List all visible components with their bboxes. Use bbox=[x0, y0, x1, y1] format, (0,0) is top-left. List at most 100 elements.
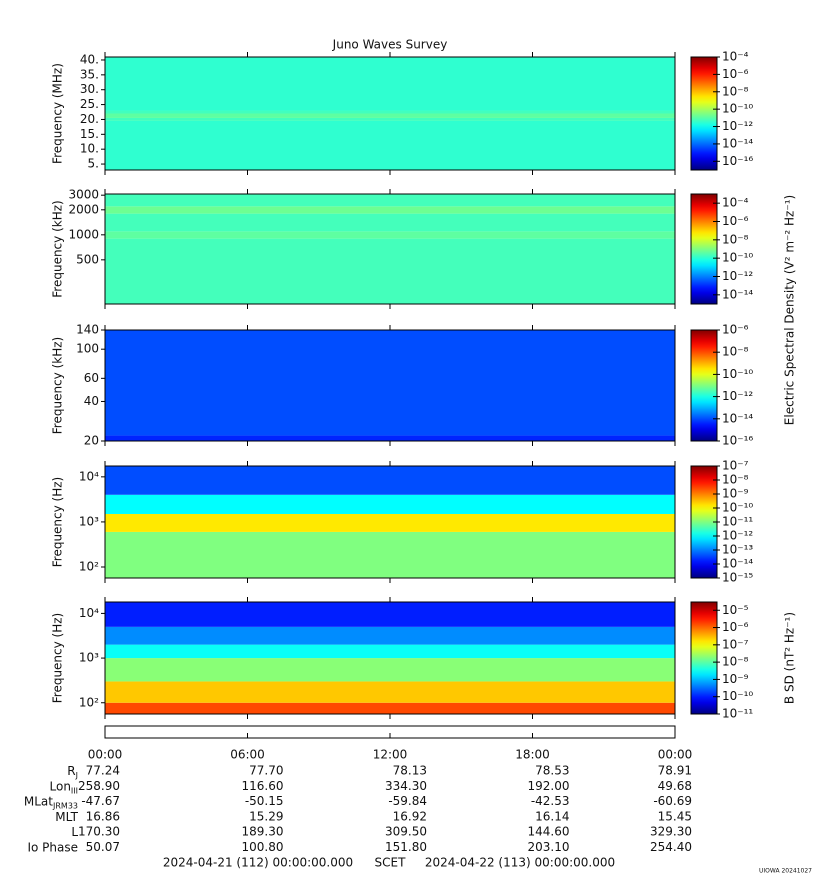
colorbar-tick-label: 10⁻¹⁵ bbox=[722, 571, 753, 585]
ephemeris-label: MLT bbox=[55, 809, 78, 823]
colorbar-tick-label: 10⁻⁶ bbox=[722, 620, 749, 634]
spectrogram-band bbox=[105, 330, 675, 436]
colorbar-label: B SD (nT² Hz⁻¹) bbox=[783, 612, 797, 704]
spectrogram-band bbox=[105, 110, 675, 114]
ephemeris-value: 309.50 bbox=[385, 825, 427, 839]
colorbar-tick-label: 10⁻¹² bbox=[722, 119, 753, 133]
colorbar-tick-label: 10⁻¹⁶ bbox=[722, 434, 753, 448]
spectrogram-band bbox=[105, 466, 675, 495]
y-tick-label: 500 bbox=[76, 252, 99, 266]
colorbar-tick-label: 10⁻¹² bbox=[722, 529, 753, 543]
y-axis-label: Frequency (MHz) bbox=[51, 63, 65, 164]
ephemeris-label-main: MLat bbox=[24, 794, 53, 808]
ephemeris-value: 16.14 bbox=[535, 809, 569, 823]
spectrogram-band bbox=[105, 213, 675, 232]
spectrogram-band bbox=[105, 206, 675, 214]
colorbar-tick-label: 10⁻¹⁰ bbox=[722, 367, 753, 381]
ephemeris-label-sub: J bbox=[75, 771, 78, 780]
y-tick-label: 25. bbox=[80, 97, 99, 111]
colorbar-tick-label: 10⁻¹⁰ bbox=[722, 689, 753, 703]
spectrogram-band bbox=[105, 658, 675, 682]
ephemeris-label-main: MLT bbox=[55, 809, 78, 823]
colorbar-tick-label: 10⁻⁹ bbox=[722, 672, 749, 686]
y-tick-label: 10⁴ bbox=[79, 469, 99, 483]
spectrogram-band bbox=[105, 120, 675, 170]
colorbar bbox=[690, 56, 718, 171]
ephemeris-value: 334.30 bbox=[385, 779, 427, 793]
y-tick-label: 35. bbox=[80, 67, 99, 81]
ephemeris-value: 144.60 bbox=[528, 825, 570, 839]
colorbar-tick-label: 10⁻¹¹ bbox=[722, 515, 753, 529]
ephemeris-label-main: R bbox=[67, 764, 75, 778]
y-tick-label: 2000 bbox=[68, 202, 99, 216]
footer-start: 2024-04-21 (112) 00:00:00.000 bbox=[163, 856, 353, 870]
spectrogram-band bbox=[105, 513, 675, 532]
footer-end: 2024-04-22 (113) 00:00:00.000 bbox=[425, 856, 615, 870]
colorbar-tick-label: 10⁻¹⁶ bbox=[722, 154, 753, 168]
ephemeris-label: LonIII bbox=[50, 779, 79, 795]
spectrogram-band bbox=[105, 435, 675, 441]
colorbar-label: Electric Spectral Density (V² m⁻² Hz⁻¹) bbox=[783, 195, 797, 425]
y-tick-label: 10. bbox=[80, 142, 99, 156]
colorbar-tick-label: 10⁻⁷ bbox=[722, 459, 749, 473]
spectrogram-band bbox=[105, 494, 675, 514]
ephemeris-value: -50.15 bbox=[245, 794, 284, 808]
ephemeris-value: 78.13 bbox=[393, 764, 427, 778]
colorbar-tick-label: 10⁻⁸ bbox=[722, 232, 749, 246]
x-tick-label: 00:00 bbox=[88, 748, 123, 762]
spectrogram-band bbox=[105, 57, 675, 111]
colorbar-tick-label: 10⁻⁹ bbox=[722, 487, 749, 501]
spectrogram-band bbox=[105, 113, 675, 118]
ephemeris-value: -60.69 bbox=[653, 794, 692, 808]
spectrogram-band bbox=[105, 238, 675, 304]
footer-scet: SCET bbox=[375, 856, 407, 870]
y-tick-label: 10² bbox=[79, 559, 99, 573]
ephemeris-value: 77.24 bbox=[86, 764, 120, 778]
colorbar-tick-label: 10⁻⁸ bbox=[722, 345, 749, 359]
y-tick-label: 10³ bbox=[79, 651, 99, 665]
ephemeris-value: 78.53 bbox=[535, 764, 569, 778]
colorbar bbox=[690, 193, 718, 305]
credit: UIOWA 20241027 bbox=[759, 868, 812, 875]
spectrogram-band bbox=[105, 602, 675, 627]
ephemeris-label-main: Io Phase bbox=[27, 840, 78, 854]
spectrogram-band bbox=[105, 702, 675, 714]
y-tick-label: 10³ bbox=[79, 514, 99, 528]
y-axis-label: Frequency (Hz) bbox=[51, 613, 65, 704]
colorbar-tick-label: 10⁻⁷ bbox=[722, 637, 749, 651]
colorbar-tick-label: 10⁻⁸ bbox=[722, 84, 749, 98]
y-tick-label: 60 bbox=[84, 371, 99, 385]
x-tick-label: 18:00 bbox=[515, 748, 550, 762]
ephemeris-value: 203.10 bbox=[528, 840, 570, 854]
colorbar-tick-label: 10⁻⁶ bbox=[722, 323, 749, 337]
ephemeris-value: -59.84 bbox=[388, 794, 427, 808]
y-tick-label: 15. bbox=[80, 127, 99, 141]
ephemeris-value: 189.30 bbox=[242, 825, 284, 839]
ephemeris-value: 192.00 bbox=[528, 779, 570, 793]
ephemeris-value: 15.29 bbox=[249, 809, 283, 823]
chart-title: Juno Waves Survey bbox=[332, 38, 448, 52]
ephemeris-value: -47.67 bbox=[81, 794, 120, 808]
ephemeris-value: -42.53 bbox=[531, 794, 570, 808]
colorbar-tick-label: 10⁻¹⁰ bbox=[722, 501, 753, 515]
colorbar-tick-label: 10⁻¹¹ bbox=[722, 707, 753, 721]
ephemeris-label: Io Phase bbox=[27, 840, 78, 854]
ephemeris-label: L bbox=[71, 825, 78, 839]
y-tick-label: 20 bbox=[84, 434, 99, 448]
x-tick-label: 06:00 bbox=[230, 748, 265, 762]
ephemeris-label: MLatJRM33 bbox=[24, 794, 78, 810]
y-tick-label: 40 bbox=[84, 394, 99, 408]
colorbar-tick-label: 10⁻¹⁴ bbox=[722, 411, 753, 425]
y-tick-label: 30. bbox=[80, 82, 99, 96]
colorbar-tick-label: 10⁻⁶ bbox=[722, 214, 749, 228]
ephemeris-value: 329.30 bbox=[650, 825, 692, 839]
spectrogram-band bbox=[105, 531, 675, 578]
ephemeris-label-main: L bbox=[71, 825, 78, 839]
spectrogram-band bbox=[105, 117, 675, 121]
ephemeris-value: 15.45 bbox=[658, 809, 692, 823]
y-axis-label: Frequency (Hz) bbox=[51, 477, 65, 568]
spectrogram-band bbox=[105, 681, 675, 703]
colorbar-tick-label: 10⁻¹⁴ bbox=[722, 287, 753, 301]
colorbar-tick-label: 10⁻¹⁰ bbox=[722, 251, 753, 265]
